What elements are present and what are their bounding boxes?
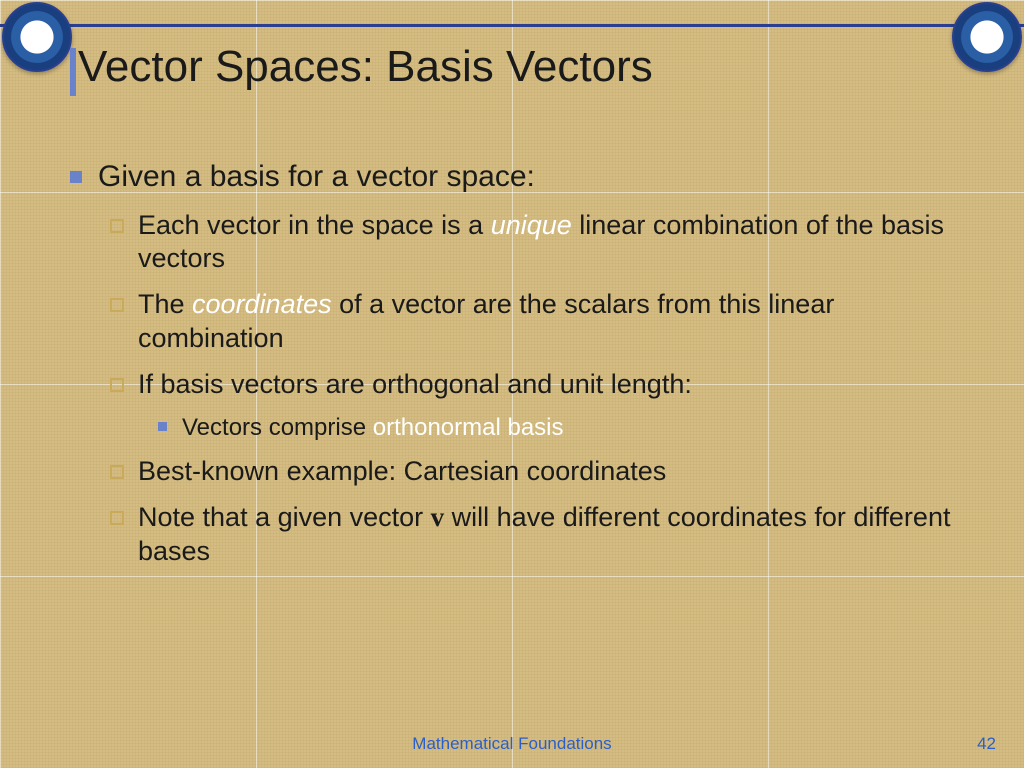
bullet-text: Vectors comprise xyxy=(182,414,373,441)
header-rule xyxy=(0,24,1024,27)
faculty-logo-right xyxy=(952,2,1022,72)
bullet-text: Each vector in the space is a xyxy=(138,210,491,240)
highlight-term: orthonormal basis xyxy=(373,414,564,441)
bullet-lvl1: Given a basis for a vector space: xyxy=(70,160,984,195)
bullet-lvl2: Note that a given vector v will have dif… xyxy=(70,501,984,569)
slide-body: Given a basis for a vector space: Each v… xyxy=(70,160,984,581)
bullet-text: Given a basis for a vector space: xyxy=(98,160,535,193)
bullet-text: If basis vectors are orthogonal and unit… xyxy=(138,369,692,399)
page-number: 42 xyxy=(977,734,996,754)
title-accent-bar xyxy=(70,48,76,96)
bullet-lvl3: Vectors comprise orthonormal basis xyxy=(70,413,984,443)
slide-title: Vector Spaces: Basis Vectors xyxy=(78,42,653,92)
vector-symbol: v xyxy=(431,502,445,532)
bullet-text: Note that a given vector xyxy=(138,502,431,532)
bullet-lvl2: If basis vectors are orthogonal and unit… xyxy=(70,368,984,402)
bullet-text: The xyxy=(138,289,192,319)
bullet-lvl2: Each vector in the space is a unique lin… xyxy=(70,209,984,277)
footer-label: Mathematical Foundations xyxy=(0,734,1024,754)
bullet-lvl2: Best-known example: Cartesian coordinate… xyxy=(70,455,984,489)
university-logo-left xyxy=(2,2,72,72)
highlight-term: unique xyxy=(491,210,572,240)
highlight-term: coordinates xyxy=(192,289,332,319)
bullet-lvl2: The coordinates of a vector are the scal… xyxy=(70,288,984,356)
bullet-text: Best-known example: Cartesian coordinate… xyxy=(138,456,666,486)
